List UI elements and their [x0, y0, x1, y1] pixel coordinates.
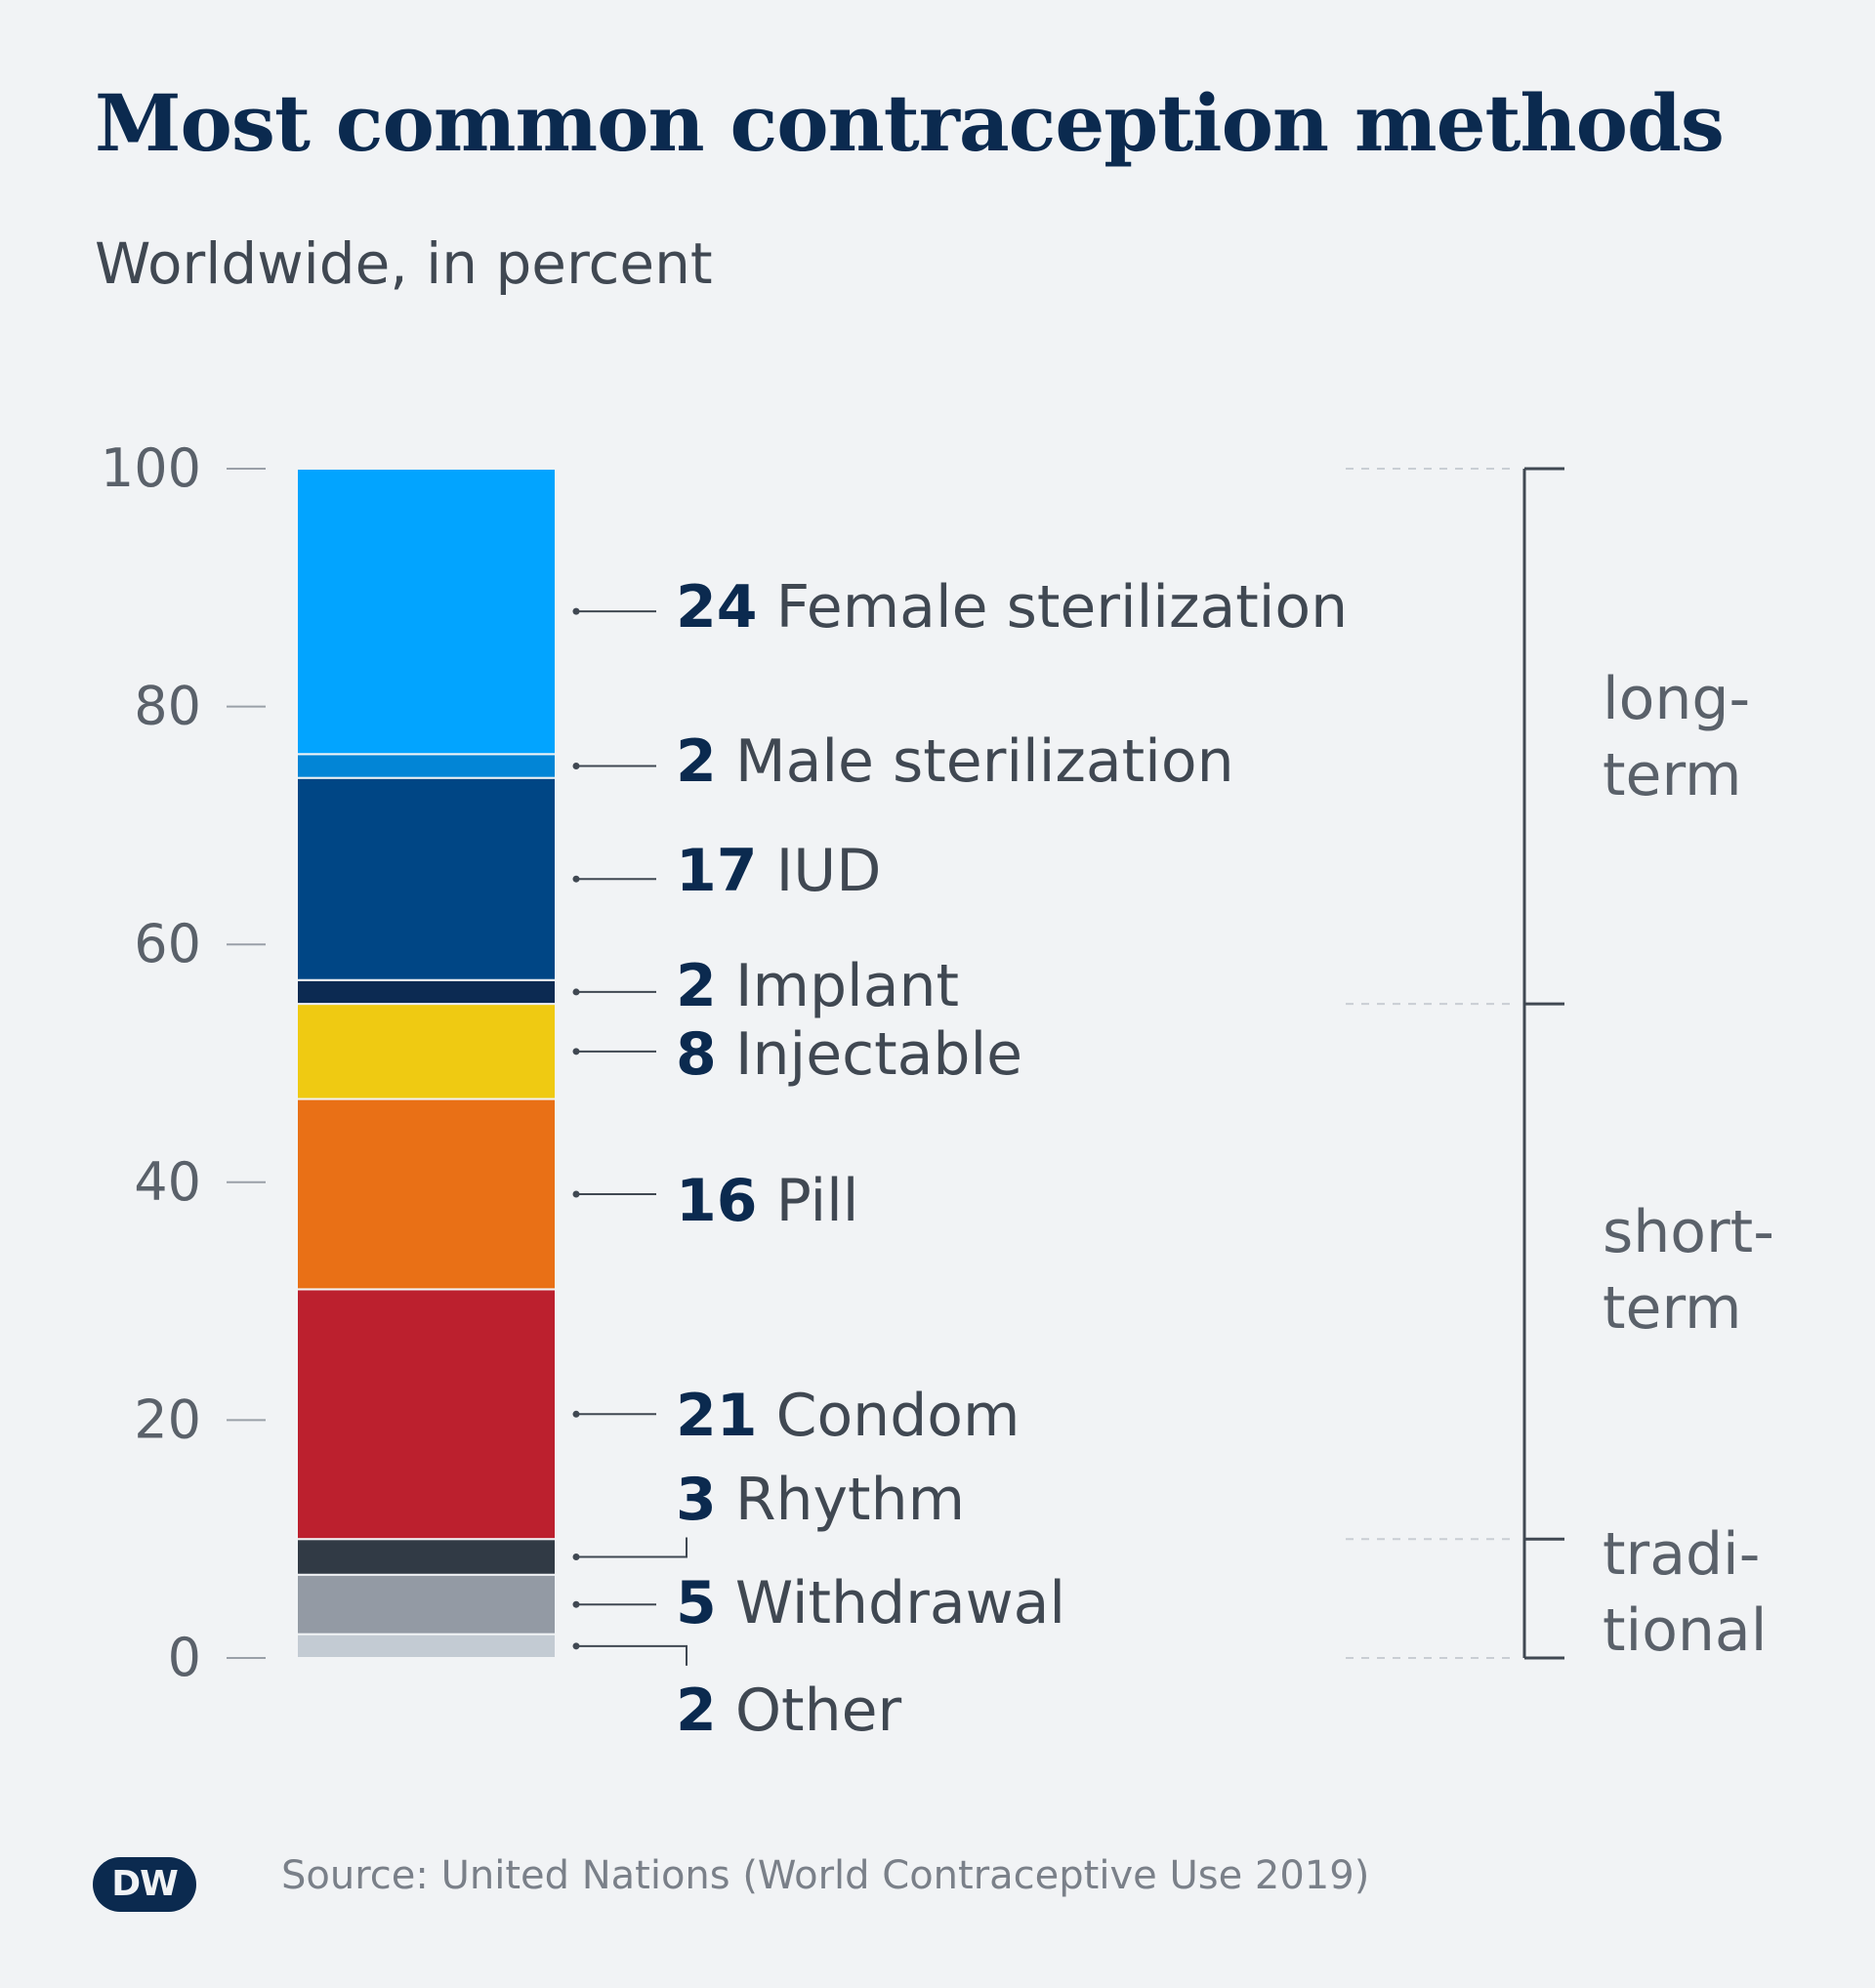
data-label-name: Rhythm [735, 1466, 965, 1534]
group-label-line: tional [1603, 1596, 1767, 1665]
y-tick-label: 60 [134, 913, 201, 974]
bar-segment-injectable [296, 1003, 557, 1100]
bar-segment-pill [296, 1098, 557, 1291]
bar-segment-condom [296, 1288, 557, 1541]
bar-segment-iud [296, 776, 557, 981]
data-label-other: 2 Other [676, 1677, 902, 1745]
data-label-value: 2 [676, 727, 717, 796]
leader-line [576, 1537, 688, 1558]
data-label-pill: 16 Pill [676, 1167, 858, 1235]
data-label-implant: 2 Implant [676, 952, 959, 1020]
data-label-name: Injectable [735, 1020, 1022, 1089]
data-label-withdrawal: 5 Withdrawal [676, 1569, 1065, 1637]
data-label-rhythm: 3 Rhythm [676, 1466, 965, 1534]
y-tick-label: 20 [134, 1388, 201, 1450]
data-label-name: Withdrawal [735, 1569, 1065, 1637]
data-label-name: Male sterilization [735, 727, 1234, 796]
chart-title: Most common contraception methods [95, 77, 1725, 169]
data-label-value: 16 [676, 1167, 758, 1235]
data-label-value: 21 [676, 1382, 758, 1450]
y-tick-label: 0 [168, 1627, 201, 1688]
data-label-value: 24 [676, 573, 758, 642]
group-label-line: short- [1603, 1198, 1774, 1266]
group-label-line: term [1603, 1274, 1742, 1343]
data-label-name: IUD [776, 837, 882, 905]
data-label-value: 5 [676, 1569, 717, 1637]
data-label-name: Pill [776, 1167, 859, 1235]
y-tick-label: 80 [134, 676, 201, 737]
chart-subtitle: Worldwide, in percent [95, 230, 713, 297]
data-label-value: 2 [676, 952, 717, 1020]
group-label-line: term [1603, 741, 1742, 809]
source-note: Source: United Nations (World Contracept… [281, 1853, 1370, 1898]
bar-segment-withdrawal [296, 1573, 557, 1636]
data-label-injectable: 8 Injectable [676, 1020, 1022, 1089]
bar-segment-male-sterilization [296, 753, 557, 779]
bar-segment-implant [296, 978, 557, 1006]
bar-segment-female-sterilization [296, 468, 557, 756]
data-label-value: 2 [676, 1677, 717, 1745]
data-label-name: Other [735, 1677, 902, 1745]
leader-line [576, 1644, 688, 1666]
group-label-line: long- [1603, 665, 1750, 733]
data-label-condom: 21 Condom [676, 1382, 1020, 1450]
data-label-name: Condom [776, 1382, 1021, 1450]
data-label-value: 17 [676, 837, 758, 905]
data-label-name: Female sterilization [776, 573, 1349, 642]
y-tick-label: 100 [101, 437, 201, 499]
data-label-male-sterilization: 2 Male sterilization [676, 727, 1234, 796]
dw-logo: DW [93, 1857, 196, 1912]
data-label-name: Implant [735, 952, 959, 1020]
bar-segment-rhythm [296, 1538, 557, 1576]
data-label-value: 8 [676, 1020, 717, 1089]
data-label-value: 3 [676, 1466, 717, 1534]
data-label-iud: 17 IUD [676, 837, 881, 905]
group-label-line: tradi- [1603, 1520, 1760, 1589]
y-tick-label: 40 [134, 1151, 201, 1213]
data-label-female-sterilization: 24 Female sterilization [676, 573, 1348, 642]
bar-segment-other [296, 1633, 557, 1660]
